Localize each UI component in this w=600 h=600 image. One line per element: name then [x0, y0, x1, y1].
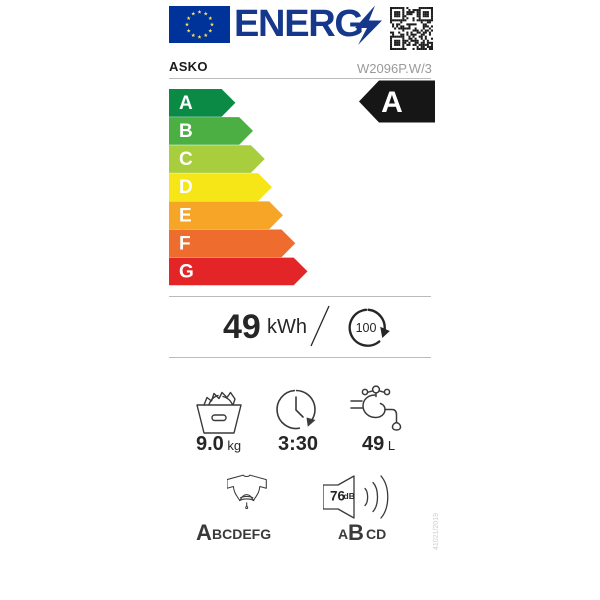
svg-text:ENERG: ENERG	[234, 3, 363, 45]
svg-text:D: D	[179, 177, 193, 198]
svg-text:F: F	[179, 233, 191, 254]
svg-text:dB: dB	[344, 491, 355, 501]
svg-text:C: C	[179, 149, 193, 170]
svg-text:A: A	[179, 93, 193, 114]
svg-text:G: G	[179, 262, 194, 283]
svg-text:CD: CD	[366, 526, 386, 542]
svg-text:B: B	[179, 121, 193, 142]
svg-text:A: A	[381, 86, 403, 119]
svg-text:B: B	[348, 522, 364, 544]
svg-text:A: A	[196, 522, 212, 544]
svg-text:100: 100	[356, 321, 377, 335]
svg-text:A: A	[338, 526, 348, 542]
svg-text:BCDEFG: BCDEFG	[212, 526, 271, 542]
svg-text:E: E	[179, 205, 192, 226]
